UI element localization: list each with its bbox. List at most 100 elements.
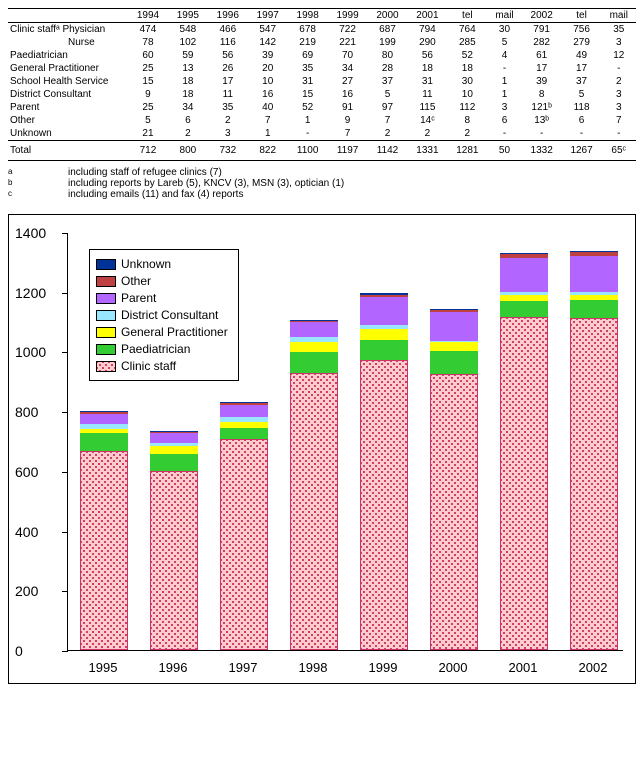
x-axis-label: 1999 xyxy=(369,660,398,675)
cell: 52 xyxy=(288,101,328,114)
cell: 61 xyxy=(522,49,562,62)
cell: 26 xyxy=(208,62,248,75)
legend-item: Parent xyxy=(96,290,228,306)
y-axis-label: 0 xyxy=(15,643,23,659)
data-table: 19941995199619971998199920002001telmail2… xyxy=(8,8,636,161)
bar-1995 xyxy=(80,411,128,650)
cell: 102 xyxy=(168,36,208,49)
cell: 21 xyxy=(128,127,168,141)
cell: 56 xyxy=(208,49,248,62)
cell: 1 xyxy=(487,75,521,88)
cell: 15 xyxy=(288,88,328,101)
total-cell: 1142 xyxy=(368,141,408,161)
cell: 16 xyxy=(328,88,368,101)
cell: 7 xyxy=(248,114,288,127)
cell: 30 xyxy=(487,23,521,37)
cell: 1 xyxy=(248,127,288,141)
stacked-bar-chart: UnknownOtherParentDistrict ConsultantGen… xyxy=(8,214,636,684)
cell: 31 xyxy=(407,75,447,88)
cell: 20 xyxy=(248,62,288,75)
cell: 548 xyxy=(168,23,208,37)
cell: 756 xyxy=(562,23,602,37)
cell: 15 xyxy=(128,75,168,88)
legend-swatch xyxy=(96,259,116,270)
cell: - xyxy=(602,62,636,75)
y-axis-label: 1400 xyxy=(15,225,46,241)
footnotes: aincluding staff of refugee clinics (7)b… xyxy=(8,167,636,200)
cell: 35 xyxy=(208,101,248,114)
seg-paediatrician xyxy=(220,428,268,440)
cell: 35 xyxy=(602,23,636,37)
cell: - xyxy=(487,62,521,75)
seg-parent xyxy=(150,433,198,443)
cell: 13ᵇ xyxy=(522,114,562,127)
footnote-mark: a xyxy=(8,167,68,178)
cell: 25 xyxy=(128,62,168,75)
cell: 116 xyxy=(208,36,248,49)
seg-parent xyxy=(80,414,128,424)
cell: 282 xyxy=(522,36,562,49)
cell: 2 xyxy=(208,114,248,127)
cell: 18 xyxy=(447,62,487,75)
cell: 9 xyxy=(128,88,168,101)
total-cell: 50 xyxy=(487,141,521,161)
chart-legend: UnknownOtherParentDistrict ConsultantGen… xyxy=(89,249,239,381)
cell: 49 xyxy=(562,49,602,62)
seg-clinic-staff xyxy=(500,317,548,650)
footnote-text: including emails (11) and fax (4) report… xyxy=(68,189,243,200)
cell: - xyxy=(487,127,521,141)
total-cell: 712 xyxy=(128,141,168,161)
cell: 28 xyxy=(368,62,408,75)
cell: 91 xyxy=(328,101,368,114)
legend-label: Parent xyxy=(121,290,156,306)
seg-paediatrician xyxy=(570,300,618,318)
footnote-text: including staff of refugee clinics (7) xyxy=(68,167,222,178)
footnote-mark: c xyxy=(8,189,68,200)
row-label: School Health Service xyxy=(8,75,128,88)
cell: 78 xyxy=(128,36,168,49)
cell: 13 xyxy=(168,62,208,75)
row-label: Parent xyxy=(8,101,128,114)
legend-swatch xyxy=(96,276,116,287)
cell: 60 xyxy=(128,49,168,62)
seg-paediatrician xyxy=(360,340,408,361)
y-axis-label: 800 xyxy=(15,404,38,420)
legend-item: Clinic staff xyxy=(96,358,228,374)
cell: - xyxy=(562,127,602,141)
seg-parent xyxy=(220,405,268,417)
seg-general-practitioner xyxy=(360,329,408,339)
cell: 2 xyxy=(447,127,487,141)
cell: 6 xyxy=(168,114,208,127)
cell: 35 xyxy=(288,62,328,75)
seg-clinic-staff xyxy=(430,374,478,650)
cell: 290 xyxy=(407,36,447,49)
cell: 722 xyxy=(328,23,368,37)
cell: 39 xyxy=(248,49,288,62)
legend-label: Unknown xyxy=(121,256,171,272)
total-cell: 1331 xyxy=(407,141,447,161)
legend-label: Clinic staff xyxy=(121,358,176,374)
seg-general-practitioner xyxy=(150,446,198,454)
cell: 37 xyxy=(562,75,602,88)
cell: 7 xyxy=(602,114,636,127)
footnote-text: including reports by Lareb (5), KNCV (3)… xyxy=(68,178,344,189)
cell: 37 xyxy=(368,75,408,88)
total-cell: 732 xyxy=(208,141,248,161)
cell: 6 xyxy=(487,114,521,127)
cell: 34 xyxy=(168,101,208,114)
legend-swatch xyxy=(96,293,116,304)
cell: 1 xyxy=(487,88,521,101)
cell: 547 xyxy=(248,23,288,37)
bar-1998 xyxy=(290,320,338,650)
cell: 10 xyxy=(248,75,288,88)
seg-parent xyxy=(500,258,548,292)
cell: 39 xyxy=(522,75,562,88)
bar-1996 xyxy=(150,431,198,650)
cell: 5 xyxy=(487,36,521,49)
cell: 17 xyxy=(562,62,602,75)
total-cell: 65ᶜ xyxy=(602,141,636,161)
total-cell: 822 xyxy=(248,141,288,161)
seg-parent xyxy=(290,322,338,338)
legend-item: General Practitioner xyxy=(96,324,228,340)
bar-2001 xyxy=(500,253,548,650)
